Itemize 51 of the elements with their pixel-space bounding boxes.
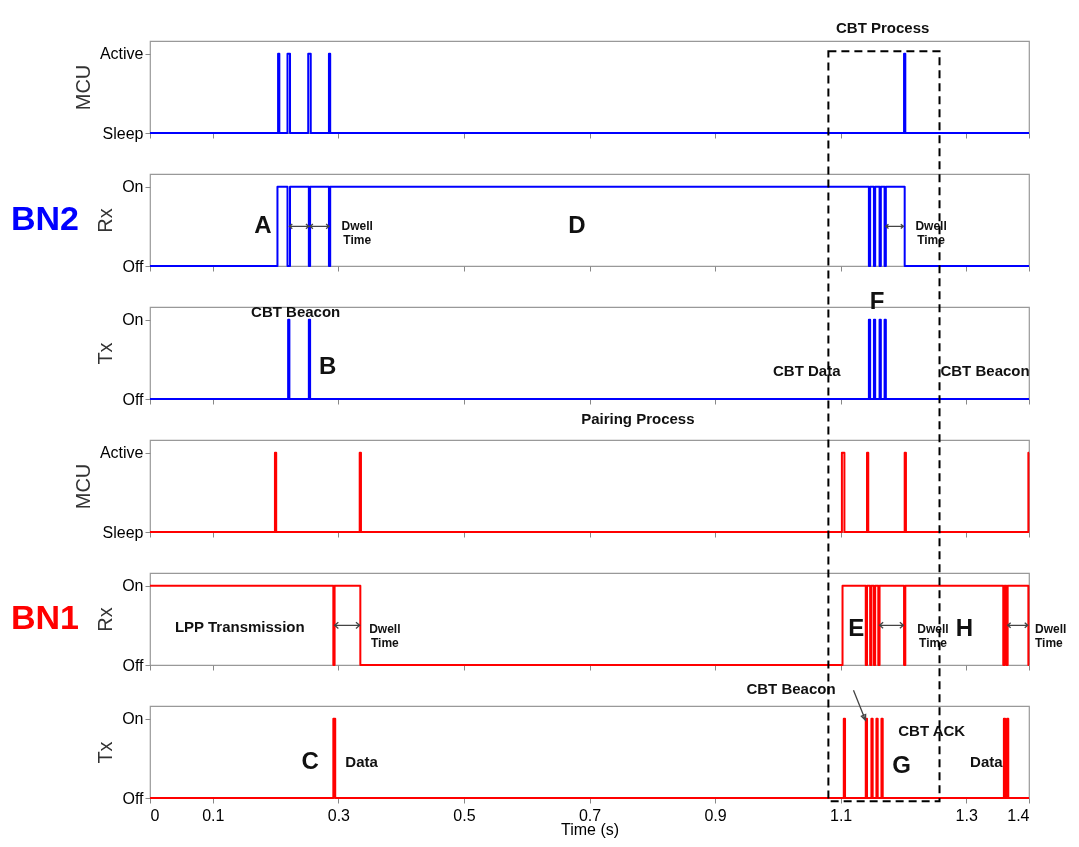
category-label: Off bbox=[122, 656, 144, 674]
annotation: G bbox=[892, 751, 911, 779]
y-axis-title: Rx bbox=[94, 208, 117, 233]
text: CBT Beacon bbox=[746, 679, 836, 697]
category-label: On bbox=[122, 311, 144, 329]
x-tick-label: 0.3 bbox=[327, 806, 351, 824]
annotation: H bbox=[955, 614, 973, 642]
annotation: Data bbox=[345, 753, 379, 771]
chart-title: BN2 bbox=[10, 199, 80, 237]
x-tick-label: 1.4 bbox=[1007, 806, 1030, 824]
category-label: Off bbox=[122, 789, 144, 807]
category-label: Active bbox=[99, 444, 144, 462]
text: CBT Process bbox=[836, 19, 930, 37]
chart-title: BN1 bbox=[10, 598, 80, 636]
y-axis-title: MCU bbox=[71, 64, 94, 111]
x-tick-label: 0.5 bbox=[453, 806, 476, 824]
y-axis-title: Rx bbox=[94, 607, 117, 632]
annotation: CBT Beacon bbox=[940, 362, 1030, 380]
annotation: CBT Data bbox=[772, 362, 842, 380]
category-label: Off bbox=[122, 390, 144, 408]
category-label: On bbox=[122, 577, 144, 595]
category-label: Off bbox=[122, 257, 144, 275]
annotation: Dwell Time bbox=[917, 622, 949, 651]
x-tick-label: 0.1 bbox=[202, 806, 225, 824]
annotation: CBT Beacon bbox=[251, 302, 341, 320]
annotation: CBT ACK bbox=[898, 721, 966, 739]
text: F bbox=[869, 287, 885, 315]
annotation: LPP Transmission bbox=[174, 617, 305, 635]
text: Dwell Time bbox=[1035, 622, 1067, 651]
category-label: Sleep bbox=[102, 124, 144, 142]
annotation: A bbox=[254, 211, 272, 239]
x-tick-label: 0.9 bbox=[704, 806, 727, 824]
y-axis-title: MCU bbox=[71, 463, 94, 510]
category-label: On bbox=[122, 710, 144, 728]
y-axis-title: Tx bbox=[94, 741, 117, 764]
category-label: Active bbox=[99, 45, 144, 63]
x-tick-label: 1.3 bbox=[955, 806, 978, 824]
category-label: Sleep bbox=[102, 523, 144, 541]
annotation: B bbox=[319, 352, 337, 380]
annotation: D bbox=[568, 211, 586, 239]
text: Pairing Process bbox=[581, 410, 695, 428]
annotation: C bbox=[301, 747, 319, 775]
annotation: Dwell Time bbox=[341, 219, 373, 248]
category-label: On bbox=[122, 178, 144, 196]
x-tick-label: 1.1 bbox=[830, 806, 853, 824]
annotation: E bbox=[848, 614, 865, 642]
annotation: Dwell Time bbox=[369, 622, 401, 651]
x-tick-label: 0 bbox=[150, 806, 160, 824]
y-axis-title: Tx bbox=[94, 342, 117, 365]
annotation: Dwell Time bbox=[915, 219, 947, 248]
annotation: Data bbox=[970, 753, 1004, 771]
